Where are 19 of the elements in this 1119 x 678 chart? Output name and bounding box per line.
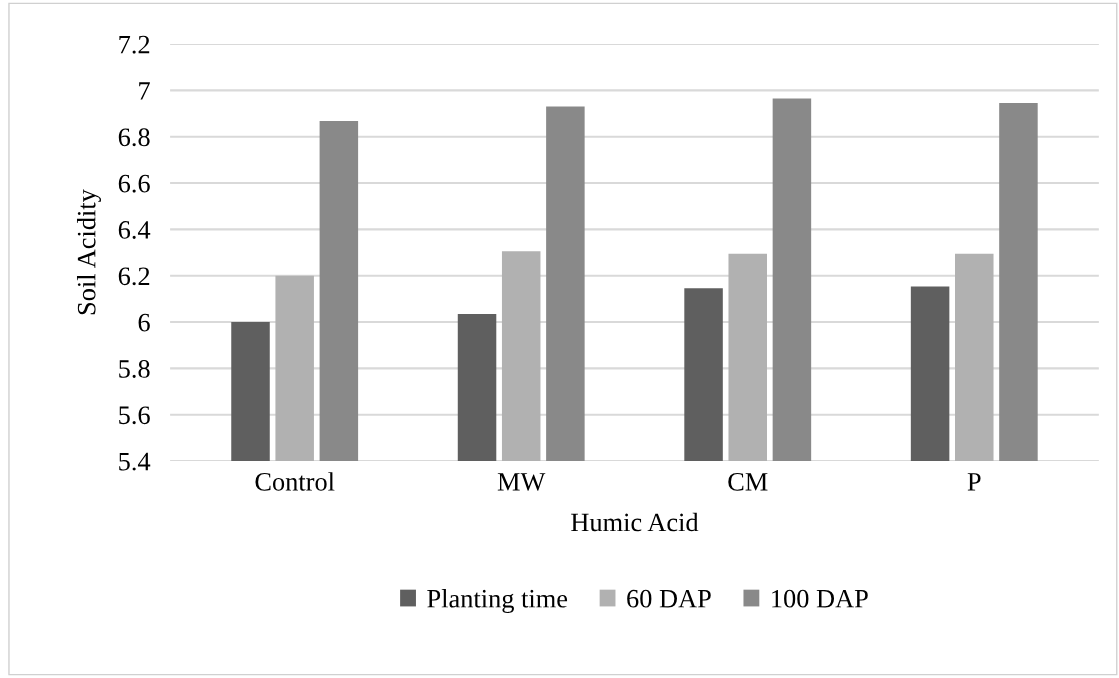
y-tick-label: 5.4: [119, 452, 151, 471]
x-axis-title: Humic Acid: [571, 512, 699, 532]
y-axis-title: Soil Acidity: [76, 189, 101, 315]
legend-label: 100 DAP: [772, 589, 868, 608]
x-tick-label: CM: [728, 472, 768, 491]
x-tick-label: Control: [255, 472, 335, 491]
y-tick-label: 5.8: [119, 359, 150, 378]
legend-label: Planting time: [427, 589, 568, 614]
y-tick-label: 6.8: [118, 128, 150, 147]
y-tick-label: 6.4: [118, 221, 151, 239]
x-tick-label: MW: [497, 473, 546, 491]
y-tick-label: 7: [139, 82, 150, 100]
x-tick-label: P: [967, 473, 981, 491]
y-tick-label: 7.2: [119, 35, 150, 54]
y-tick-label: 6.6: [118, 174, 150, 193]
y-tick-label: 6.2: [118, 267, 150, 286]
legend-label: 60 DAP: [627, 589, 711, 608]
y-tick-label: 6: [138, 313, 150, 332]
y-tick-label: 5.6: [119, 406, 150, 425]
